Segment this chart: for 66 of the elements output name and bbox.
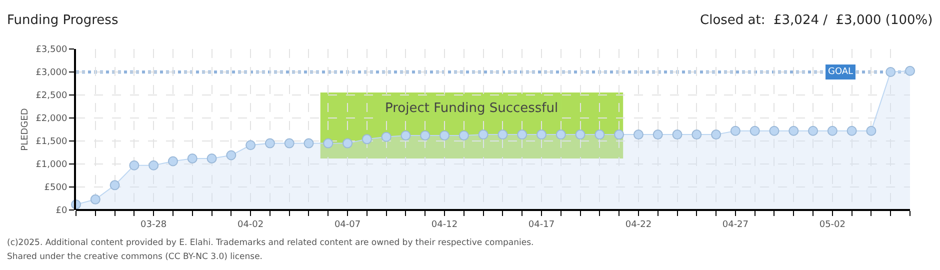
x-tick-label: 04-27 — [722, 220, 749, 230]
x-tick-label: 04-17 — [528, 220, 555, 230]
point — [769, 126, 780, 136]
y-tick-label: £500 — [44, 183, 68, 194]
point — [652, 130, 663, 140]
point — [342, 138, 353, 148]
x-tick-label: 04-02 — [237, 220, 264, 230]
point — [866, 126, 876, 136]
point — [633, 130, 644, 140]
point — [594, 130, 605, 140]
ref-line-label: GOAL — [828, 67, 854, 77]
point — [517, 130, 528, 140]
y-axis-title: PLEDGED — [20, 108, 31, 151]
point — [362, 134, 372, 144]
x-tick-label: 04-22 — [625, 220, 652, 230]
point — [168, 156, 178, 166]
point — [90, 194, 100, 204]
point — [750, 126, 760, 136]
point — [478, 130, 488, 140]
text: (c)2025. Additional content provided by E. Elahi. Trademarks and related content are owned by their respective companies. — [7, 238, 534, 248]
point — [206, 153, 217, 164]
point — [788, 126, 799, 136]
point — [264, 138, 275, 148]
chart-subtitle: Closed at: £3,024 / £3,000 (100%) — [700, 13, 933, 28]
x-tick-label: 03-28 — [140, 220, 167, 230]
y-tick-label: £0 — [56, 206, 68, 216]
y-tick-label: £1,000 — [36, 160, 68, 170]
point — [420, 130, 430, 140]
point — [672, 130, 682, 140]
point — [400, 130, 411, 140]
chart-title: Funding Progress — [7, 13, 118, 28]
text: Shared under the creative commons (CC BY-NC 3.0) license. — [7, 252, 263, 262]
point — [187, 153, 198, 164]
point — [827, 126, 838, 136]
x-tick-label: 04-12 — [431, 220, 458, 230]
point — [246, 140, 256, 150]
point — [808, 126, 818, 136]
x-tick-label: 05-02 — [819, 220, 846, 230]
annotation: Project Funding Successful — [385, 101, 558, 116]
point — [556, 130, 566, 140]
y-tick-label: £2,500 — [36, 91, 68, 102]
point — [323, 138, 334, 148]
point — [498, 130, 508, 140]
y-tick-label: £3,000 — [36, 68, 68, 78]
y-tick-label: £3,500 — [36, 45, 68, 56]
point — [536, 130, 546, 140]
y-tick-label: £1,500 — [36, 137, 68, 148]
point — [905, 66, 915, 76]
point — [458, 130, 469, 140]
point — [226, 150, 236, 160]
point — [846, 126, 857, 136]
point — [575, 130, 586, 140]
point — [148, 160, 159, 170]
point — [711, 130, 722, 140]
point — [129, 160, 140, 170]
point — [284, 138, 294, 148]
y-tick-label: £2,000 — [36, 114, 68, 124]
point — [692, 130, 702, 140]
point — [440, 130, 450, 140]
x-tick-label: 04-07 — [334, 220, 361, 230]
point — [614, 130, 624, 140]
point — [304, 138, 314, 148]
point — [381, 132, 392, 142]
point — [886, 67, 896, 77]
point — [110, 180, 120, 190]
point — [730, 126, 740, 136]
